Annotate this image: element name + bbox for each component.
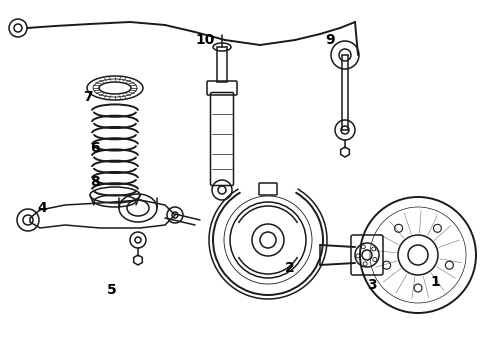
- Text: 2: 2: [285, 261, 295, 275]
- Text: 6: 6: [90, 141, 100, 155]
- Text: 1: 1: [430, 275, 440, 289]
- Text: 8: 8: [90, 175, 100, 189]
- Text: 10: 10: [196, 33, 215, 47]
- Text: 3: 3: [367, 278, 377, 292]
- Text: 4: 4: [37, 201, 47, 215]
- Text: 9: 9: [325, 33, 335, 47]
- Text: 7: 7: [83, 90, 93, 104]
- Text: 5: 5: [107, 283, 117, 297]
